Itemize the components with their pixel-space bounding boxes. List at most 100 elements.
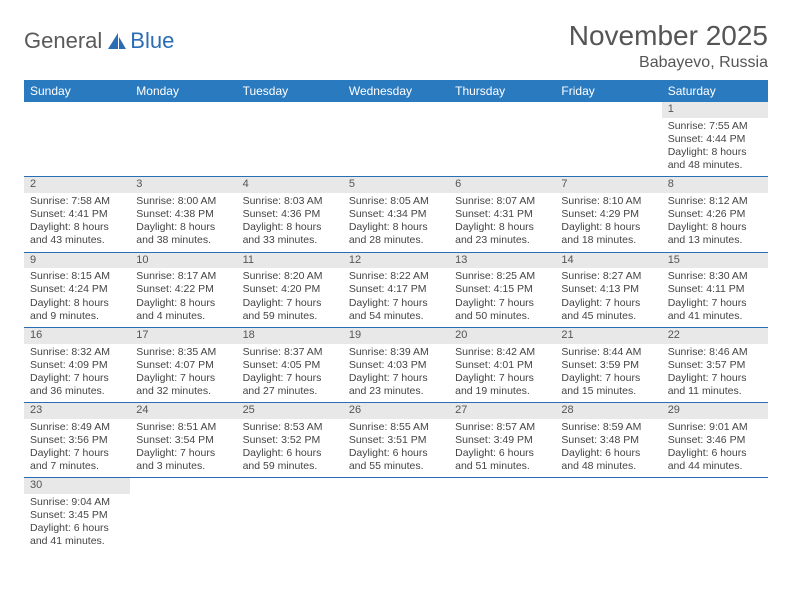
calendar-day-cell: 23Sunrise: 8:49 AMSunset: 3:56 PMDayligh…	[24, 403, 130, 478]
logo: General Blue	[24, 28, 174, 54]
day-number: 3	[130, 177, 236, 193]
sunrise-text: Sunrise: 8:20 AM	[243, 270, 337, 283]
calendar-day-cell: 4Sunrise: 8:03 AMSunset: 4:36 PMDaylight…	[237, 177, 343, 252]
sunset-text: Sunset: 4:36 PM	[243, 208, 337, 221]
daylight-text: Daylight: 7 hours and 7 minutes.	[30, 447, 124, 473]
sunrise-text: Sunrise: 8:22 AM	[349, 270, 443, 283]
sunset-text: Sunset: 4:07 PM	[136, 359, 230, 372]
calendar-empty-cell	[130, 478, 236, 553]
calendar-day-cell: 8Sunrise: 8:12 AMSunset: 4:26 PMDaylight…	[662, 177, 768, 252]
calendar-day-cell: 25Sunrise: 8:53 AMSunset: 3:52 PMDayligh…	[237, 403, 343, 478]
daylight-text: Daylight: 6 hours and 44 minutes.	[668, 447, 762, 473]
calendar-day-cell: 29Sunrise: 9:01 AMSunset: 3:46 PMDayligh…	[662, 403, 768, 478]
sunrise-text: Sunrise: 8:00 AM	[136, 195, 230, 208]
sunset-text: Sunset: 4:15 PM	[455, 283, 549, 296]
calendar-empty-cell	[662, 478, 768, 553]
daylight-text: Daylight: 6 hours and 59 minutes.	[243, 447, 337, 473]
calendar-day-cell: 19Sunrise: 8:39 AMSunset: 4:03 PMDayligh…	[343, 327, 449, 402]
sunrise-text: Sunrise: 7:58 AM	[30, 195, 124, 208]
day-number: 7	[555, 177, 661, 193]
sunset-text: Sunset: 4:38 PM	[136, 208, 230, 221]
sunset-text: Sunset: 4:13 PM	[561, 283, 655, 296]
calendar-empty-cell	[449, 478, 555, 553]
sunset-text: Sunset: 4:05 PM	[243, 359, 337, 372]
sunset-text: Sunset: 3:48 PM	[561, 434, 655, 447]
sunrise-text: Sunrise: 8:27 AM	[561, 270, 655, 283]
calendar-day-cell: 26 Sunrise: 8:55 AMSunset: 3:51 PMDayligh…	[343, 403, 449, 478]
day-number: 19	[343, 328, 449, 344]
sunrise-text: Sunrise: 8:57 AM	[455, 421, 549, 434]
sunset-text: Sunset: 4:11 PM	[668, 283, 762, 296]
sunset-text: Sunset: 4:29 PM	[561, 208, 655, 221]
sunrise-text: Sunrise: 7:55 AM	[668, 120, 762, 133]
calendar-day-cell: 30Sunrise: 9:04 AMSunset: 3:45 PMDayligh…	[24, 478, 130, 553]
calendar-day-cell: 28Sunrise: 8:59 AMSunset: 3:48 PMDayligh…	[555, 403, 661, 478]
sunset-text: Sunset: 4:44 PM	[668, 133, 762, 146]
sunset-text: Sunset: 4:22 PM	[136, 283, 230, 296]
sunset-text: Sunset: 3:45 PM	[30, 509, 124, 522]
weekday-header-row: SundayMondayTuesdayWednesdayThursdayFrid…	[24, 80, 768, 102]
day-number: 21	[555, 328, 661, 344]
sunset-text: Sunset: 3:46 PM	[668, 434, 762, 447]
daylight-text: Daylight: 7 hours and 15 minutes.	[561, 372, 655, 398]
sunset-text: Sunset: 3:51 PM	[349, 434, 443, 447]
calendar-week-row: 16Sunrise: 8:32 AMSunset: 4:09 PMDayligh…	[24, 327, 768, 402]
sunrise-text: Sunrise: 8:49 AM	[30, 421, 124, 434]
daylight-text: Daylight: 7 hours and 27 minutes.	[243, 372, 337, 398]
day-number: 27	[449, 403, 555, 419]
sunrise-text: Sunrise: 8:32 AM	[30, 346, 124, 359]
calendar-day-cell: 21Sunrise: 8:44 AMSunset: 3:59 PMDayligh…	[555, 327, 661, 402]
day-number: 28	[555, 403, 661, 419]
calendar-empty-cell	[449, 102, 555, 177]
daylight-text: Daylight: 7 hours and 45 minutes.	[561, 297, 655, 323]
calendar-week-row: 1Sunrise: 7:55 AMSunset: 4:44 PMDaylight…	[24, 102, 768, 177]
sunset-text: Sunset: 3:56 PM	[30, 434, 124, 447]
sunrise-text: Sunrise: 8:37 AM	[243, 346, 337, 359]
calendar-day-cell: 22Sunrise: 8:46 AMSunset: 3:57 PMDayligh…	[662, 327, 768, 402]
day-number: 6	[449, 177, 555, 193]
daylight-text: Daylight: 8 hours and 23 minutes.	[455, 221, 549, 247]
sunrise-text: Sunrise: 8:12 AM	[668, 195, 762, 208]
calendar-day-cell: 15Sunrise: 8:30 AMSunset: 4:11 PMDayligh…	[662, 252, 768, 327]
daylight-text: Daylight: 6 hours and 55 minutes.	[349, 447, 443, 473]
header: General Blue November 2025 Babayevo, Rus…	[24, 20, 768, 72]
daylight-text: Daylight: 7 hours and 36 minutes.	[30, 372, 124, 398]
sunrise-text: Sunrise: 9:04 AM	[30, 496, 124, 509]
day-number: 30	[24, 478, 130, 494]
calendar-empty-cell	[343, 102, 449, 177]
sunrise-text: Sunrise: 8:39 AM	[349, 346, 443, 359]
calendar-empty-cell	[237, 478, 343, 553]
sunset-text: Sunset: 4:34 PM	[349, 208, 443, 221]
sunset-text: Sunset: 3:54 PM	[136, 434, 230, 447]
daylight-text: Daylight: 8 hours and 28 minutes.	[349, 221, 443, 247]
daylight-text: Daylight: 8 hours and 18 minutes.	[561, 221, 655, 247]
day-number: 26	[343, 403, 449, 419]
sunset-text: Sunset: 4:03 PM	[349, 359, 443, 372]
day-number: 1	[662, 102, 768, 118]
calendar-week-row: 30Sunrise: 9:04 AMSunset: 3:45 PMDayligh…	[24, 478, 768, 553]
sunrise-text: Sunrise: 8:53 AM	[243, 421, 337, 434]
calendar-week-row: 2Sunrise: 7:58 AMSunset: 4:41 PMDaylight…	[24, 177, 768, 252]
day-number: 2	[24, 177, 130, 193]
daylight-text: Daylight: 8 hours and 33 minutes.	[243, 221, 337, 247]
sunrise-text: Sunrise: 8:10 AM	[561, 195, 655, 208]
calendar-empty-cell	[24, 102, 130, 177]
calendar-empty-cell	[130, 102, 236, 177]
sunrise-text: Sunrise: 8:55 AM	[349, 421, 443, 434]
weekday-header: Friday	[555, 80, 661, 102]
sunrise-text: Sunrise: 8:35 AM	[136, 346, 230, 359]
calendar-day-cell: 20Sunrise: 8:42 AMSunset: 4:01 PMDayligh…	[449, 327, 555, 402]
day-number: 18	[237, 328, 343, 344]
calendar-day-cell: 10Sunrise: 8:17 AMSunset: 4:22 PMDayligh…	[130, 252, 236, 327]
daylight-text: Daylight: 8 hours and 4 minutes.	[136, 297, 230, 323]
daylight-text: Daylight: 7 hours and 50 minutes.	[455, 297, 549, 323]
sunrise-text: Sunrise: 9:01 AM	[668, 421, 762, 434]
day-number: 5	[343, 177, 449, 193]
daylight-text: Daylight: 8 hours and 38 minutes.	[136, 221, 230, 247]
weekday-header: Monday	[130, 80, 236, 102]
calendar-empty-cell	[555, 478, 661, 553]
sunrise-text: Sunrise: 8:46 AM	[668, 346, 762, 359]
sunrise-text: Sunrise: 8:51 AM	[136, 421, 230, 434]
sunset-text: Sunset: 4:09 PM	[30, 359, 124, 372]
logo-text-2: Blue	[130, 28, 174, 54]
